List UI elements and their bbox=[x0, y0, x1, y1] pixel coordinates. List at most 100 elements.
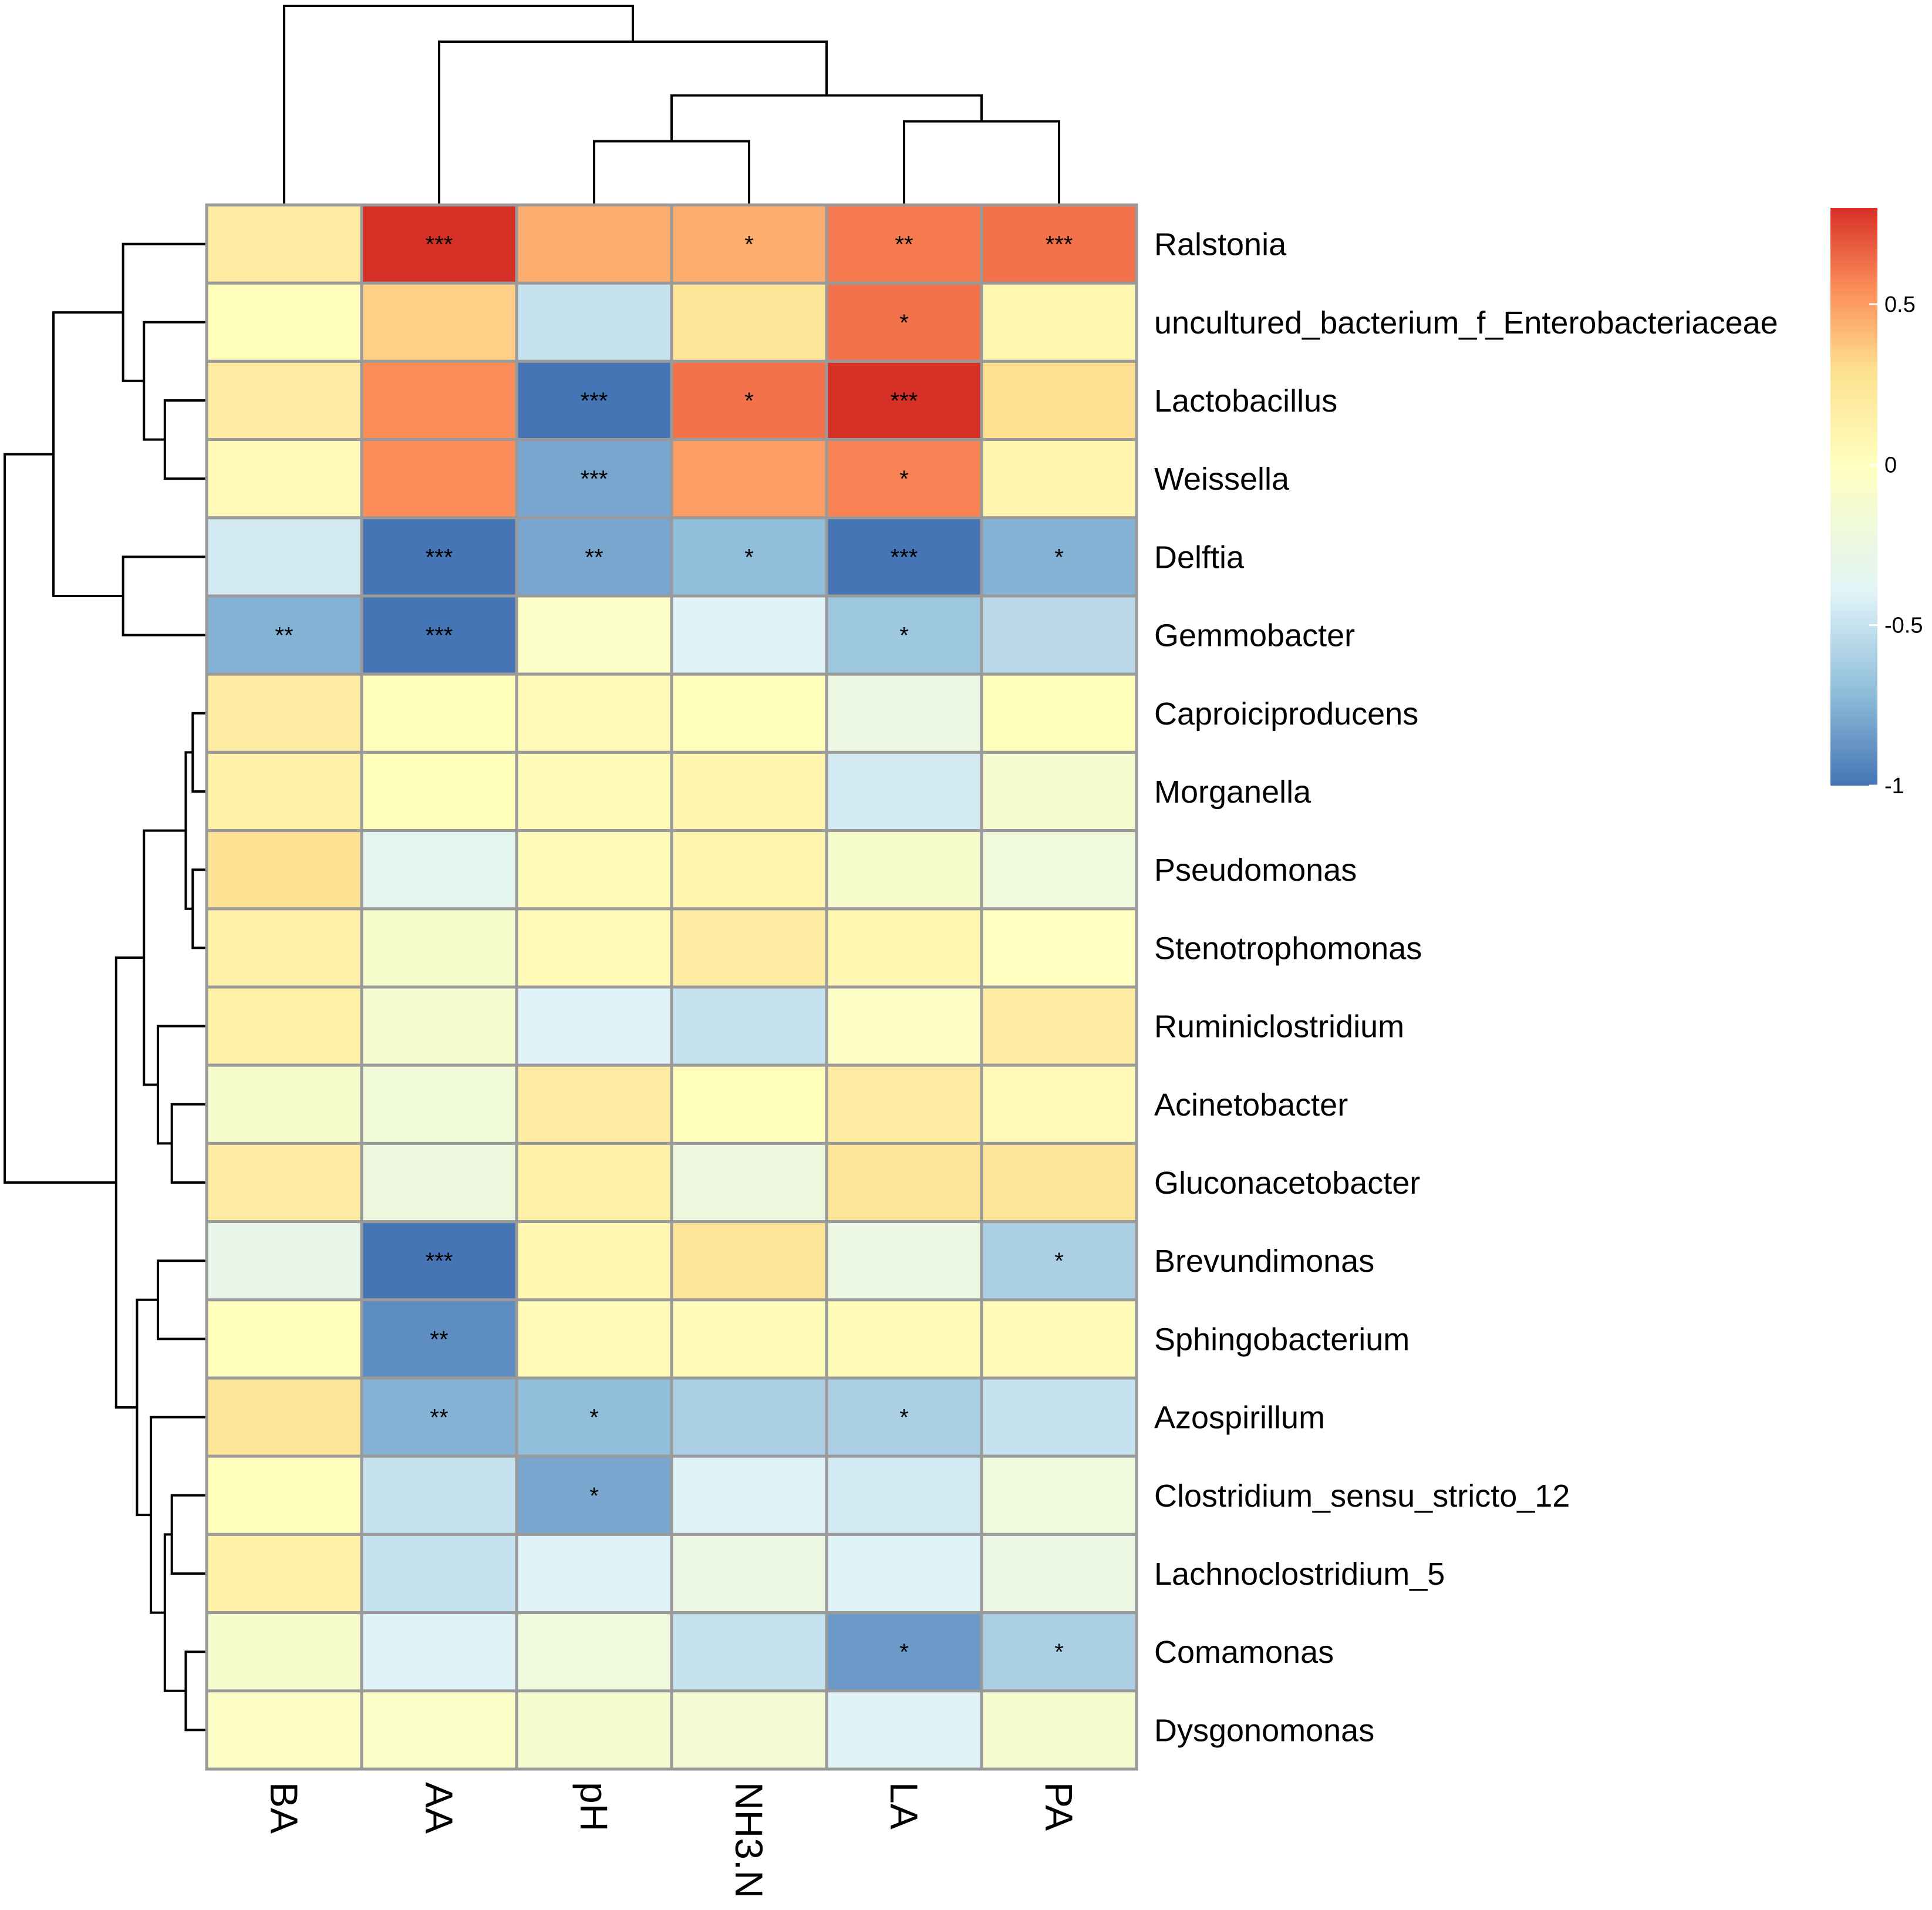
dendrogram-branch bbox=[903, 120, 1060, 205]
heatmap-cell bbox=[825, 1532, 983, 1615]
heatmap-cell bbox=[205, 1063, 363, 1145]
legend-tick-label: -1 bbox=[1884, 774, 1904, 799]
row-label: Caproiciproducens bbox=[1154, 696, 1418, 732]
heatmap-cell bbox=[515, 203, 673, 285]
row-label: Azospirillum bbox=[1154, 1400, 1325, 1436]
dendrogram-branch bbox=[438, 41, 828, 205]
row-labels: Ralstonia uncultured_bacterium_f_Enteroba… bbox=[1154, 227, 1778, 1749]
heatmap-cell bbox=[670, 672, 828, 754]
dendrogram-branch bbox=[143, 321, 207, 441]
row-label: Sphingobacterium bbox=[1154, 1322, 1410, 1357]
heatmap-cell bbox=[670, 1454, 828, 1536]
row-label: Pseudomonas bbox=[1154, 853, 1357, 888]
significance-star: * bbox=[899, 1639, 909, 1665]
heatmap-cell bbox=[670, 1611, 828, 1693]
dendrogram-branch bbox=[4, 453, 116, 1184]
column-label: LA bbox=[882, 1782, 926, 1830]
heatmap-cell bbox=[980, 1532, 1138, 1615]
heatmap-cell bbox=[670, 1298, 828, 1380]
heatmap-cell bbox=[670, 1532, 828, 1615]
color-legend: 0.5 0 -0.5 -1 bbox=[1830, 208, 1923, 799]
row-label: Delftia bbox=[1154, 540, 1245, 575]
heatmap-cell bbox=[515, 1220, 673, 1302]
heatmap-cell bbox=[360, 281, 518, 363]
heatmap-cell bbox=[980, 1611, 1138, 1693]
heatmap-cell bbox=[515, 985, 673, 1067]
heatmap-cell bbox=[825, 750, 983, 833]
column-label: NH3.N bbox=[727, 1782, 771, 1898]
significance-star: * bbox=[744, 232, 754, 258]
heatmap-cell bbox=[515, 594, 673, 676]
row-label: Comamonas bbox=[1154, 1635, 1334, 1670]
legend-colorbar bbox=[1830, 208, 1877, 786]
dendrogram-branch bbox=[170, 1494, 207, 1575]
dendrogram-branch bbox=[156, 1259, 207, 1340]
significance-star: *** bbox=[426, 623, 453, 649]
row-label: Stenotrophomonas bbox=[1154, 931, 1422, 966]
heatmap-cell bbox=[980, 1298, 1138, 1380]
heatmap-cell bbox=[515, 1063, 673, 1145]
heatmap-cell bbox=[825, 1298, 983, 1380]
significance-star: *** bbox=[426, 1248, 453, 1274]
row-dendrogram bbox=[4, 242, 207, 1732]
heatmap-cell bbox=[980, 359, 1138, 442]
heatmap-cell bbox=[205, 907, 363, 989]
dendrogram-branch bbox=[184, 751, 193, 910]
heatmap-cell bbox=[515, 750, 673, 833]
heatmap-cell bbox=[360, 672, 518, 754]
heatmap-cell bbox=[360, 1532, 518, 1615]
heatmap-cell bbox=[515, 1611, 673, 1693]
heatmap-cell bbox=[205, 359, 363, 442]
heatmap-cell bbox=[205, 1532, 363, 1615]
significance-star: *** bbox=[581, 388, 608, 414]
heatmap-cell bbox=[670, 203, 828, 285]
heatmap-cell bbox=[360, 1141, 518, 1224]
heatmap-cell bbox=[825, 438, 983, 520]
row-label: Dysgonomonas bbox=[1154, 1713, 1374, 1748]
significance-star: ** bbox=[430, 1326, 448, 1352]
heatmap-cell bbox=[670, 750, 828, 833]
heatmap-cell bbox=[980, 1689, 1138, 1771]
significance-star: ** bbox=[585, 544, 603, 570]
heatmap-cell bbox=[670, 1689, 828, 1771]
column-label: pH bbox=[572, 1782, 616, 1831]
dendrogram-branch bbox=[184, 1650, 207, 1732]
heatmap-cell bbox=[670, 1220, 828, 1302]
significance-star: ** bbox=[275, 623, 293, 649]
dendrogram-branch bbox=[52, 311, 123, 597]
heatmap-cell bbox=[205, 985, 363, 1067]
legend-tick-label: 0 bbox=[1884, 453, 1897, 477]
significance-star: *** bbox=[1046, 232, 1073, 258]
column-label: BA bbox=[262, 1782, 306, 1834]
heatmap-cell bbox=[515, 281, 673, 363]
heatmap-cells bbox=[205, 203, 1138, 1771]
heatmap-cell bbox=[205, 1376, 363, 1458]
legend-tick-label: -0.5 bbox=[1884, 614, 1923, 638]
dendrogram-branch bbox=[191, 712, 207, 793]
dendrogram-branch bbox=[593, 140, 750, 205]
heatmap-cell bbox=[515, 672, 673, 754]
heatmap-cell bbox=[825, 1376, 983, 1458]
heatmap-cell bbox=[825, 672, 983, 754]
heatmap-cell bbox=[980, 438, 1138, 520]
dendrogram-branch bbox=[163, 399, 207, 480]
heatmap-cell bbox=[205, 438, 363, 520]
heatmap-cell bbox=[825, 829, 983, 911]
heatmap-cell bbox=[360, 1063, 518, 1145]
significance-star: *** bbox=[581, 466, 608, 492]
heatmap-cell bbox=[825, 1063, 983, 1145]
row-label: Ruminiclostridium bbox=[1154, 1009, 1404, 1045]
heatmap-cell bbox=[205, 672, 363, 754]
heatmap-cell bbox=[205, 1141, 363, 1224]
heatmap-cell bbox=[515, 1689, 673, 1771]
legend-tick-label: 0.5 bbox=[1884, 292, 1916, 317]
heatmap-cell bbox=[205, 750, 363, 833]
row-label: Gluconacetobacter bbox=[1154, 1165, 1420, 1201]
significance-star: * bbox=[589, 1483, 599, 1509]
heatmap-cell bbox=[205, 203, 363, 285]
dendrogram-branch bbox=[170, 1103, 207, 1184]
heatmap-cell bbox=[515, 438, 673, 520]
dendrogram-branch bbox=[163, 1533, 186, 1692]
significance-star: *** bbox=[891, 388, 918, 414]
